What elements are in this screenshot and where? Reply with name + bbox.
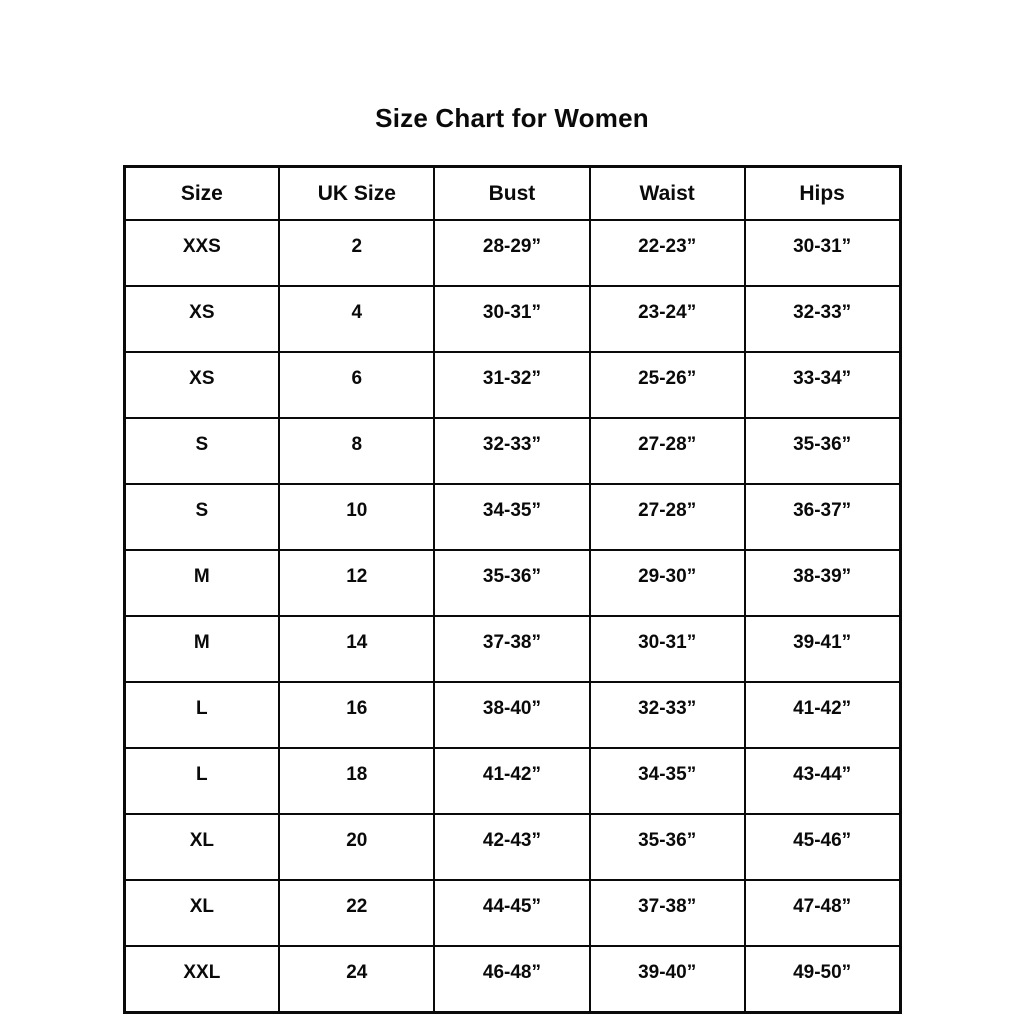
column-header-hips: Hips (743, 165, 902, 221)
table-cell: L (122, 747, 281, 815)
table-cell: 32-33” (433, 417, 591, 485)
table-row: L 18 41-42” 34-35” 43-44” (122, 747, 902, 815)
column-header-uk-size: UK Size (278, 165, 436, 221)
table-cell: 32-33” (588, 681, 746, 749)
table-cell: 10 (278, 483, 436, 551)
table-cell: S (122, 483, 281, 551)
table-cell: XXS (122, 219, 281, 287)
column-header-bust: Bust (433, 165, 591, 221)
table-cell: 49-50” (743, 945, 902, 1014)
table-cell: 30-31” (588, 615, 746, 683)
table-cell: 34-35” (433, 483, 591, 551)
table-cell: 30-31” (433, 285, 591, 353)
table-cell: 37-38” (588, 879, 746, 947)
table-row: XXL 24 46-48” 39-40” 49-50” (122, 945, 902, 1014)
table-cell: 37-38” (433, 615, 591, 683)
table-cell: 43-44” (743, 747, 902, 815)
table-cell: 6 (278, 351, 436, 419)
table-row: XL 22 44-45” 37-38” 47-48” (122, 879, 902, 947)
table-cell: 31-32” (433, 351, 591, 419)
table-cell: 45-46” (743, 813, 902, 881)
table-cell: 12 (278, 549, 436, 617)
table-cell: 44-45” (433, 879, 591, 947)
column-header-waist: Waist (588, 165, 746, 221)
table-cell: 46-48” (433, 945, 591, 1014)
table-cell: 22 (278, 879, 436, 947)
table-row: S 10 34-35” 27-28” 36-37” (122, 483, 902, 551)
table-row: M 12 35-36” 29-30” 38-39” (122, 549, 902, 617)
table-cell: 2 (278, 219, 436, 287)
page-title: Size Chart for Women (375, 103, 649, 133)
table-cell: 38-39” (743, 549, 902, 617)
table-row: XS 6 31-32” 25-26” 33-34” (122, 351, 902, 419)
table-row: XS 4 30-31” 23-24” 32-33” (122, 285, 902, 353)
header-row: Size UK Size Bust Waist Hips (122, 165, 902, 221)
table-row: XXS 2 28-29” 22-23” 30-31” (122, 219, 902, 287)
table-cell: 39-41” (743, 615, 902, 683)
table-cell: S (122, 417, 281, 485)
table-cell: XS (122, 351, 281, 419)
table-cell: 33-34” (743, 351, 902, 419)
table-cell: 28-29” (433, 219, 591, 287)
table-cell: 47-48” (743, 879, 902, 947)
table-cell: 25-26” (588, 351, 746, 419)
table-cell: 20 (278, 813, 436, 881)
table-cell: 32-33” (743, 285, 902, 353)
table-cell: M (122, 615, 281, 683)
size-chart-table: Size UK Size Bust Waist Hips XXS 2 28-29” 22-23… (122, 165, 902, 1014)
table-cell: 42-43” (433, 813, 591, 881)
table-row: M 14 37-38” 30-31” 39-41” (122, 615, 902, 683)
table-cell: 30-31” (743, 219, 902, 287)
table-cell: L (122, 681, 281, 749)
table-cell: 16 (278, 681, 436, 749)
table-cell: 35-36” (588, 813, 746, 881)
table-cell: 22-23” (588, 219, 746, 287)
table-cell: 41-42” (743, 681, 902, 749)
table-cell: 34-35” (588, 747, 746, 815)
table-cell: 35-36” (743, 417, 902, 485)
table-cell: 35-36” (433, 549, 591, 617)
table-body: XXS 2 28-29” 22-23” 30-31” XS 4 30-31” 23-24” 32-… (122, 219, 902, 1014)
table-cell: 8 (278, 417, 436, 485)
table-cell: 39-40” (588, 945, 746, 1014)
table-row: L 16 38-40” 32-33” 41-42” (122, 681, 902, 749)
table-row: XL 20 42-43” 35-36” 45-46” (122, 813, 902, 881)
table-cell: 23-24” (588, 285, 746, 353)
table-header: Size UK Size Bust Waist Hips (122, 165, 902, 221)
table-cell: XL (122, 813, 281, 881)
table-cell: 41-42” (433, 747, 591, 815)
table-cell: XL (122, 879, 281, 947)
table-cell: XS (122, 285, 281, 353)
table-cell: 18 (278, 747, 436, 815)
table-cell: 4 (278, 285, 436, 353)
table-cell: 27-28” (588, 417, 746, 485)
table-row: S 8 32-33” 27-28” 35-36” (122, 417, 902, 485)
table-cell: 14 (278, 615, 436, 683)
column-header-size: Size (122, 165, 281, 221)
table-cell: 24 (278, 945, 436, 1014)
table-cell: M (122, 549, 281, 617)
table-cell: 38-40” (433, 681, 591, 749)
table-cell: 29-30” (588, 549, 746, 617)
table-cell: XXL (122, 945, 281, 1014)
table-cell: 27-28” (588, 483, 746, 551)
table-cell: 36-37” (743, 483, 902, 551)
